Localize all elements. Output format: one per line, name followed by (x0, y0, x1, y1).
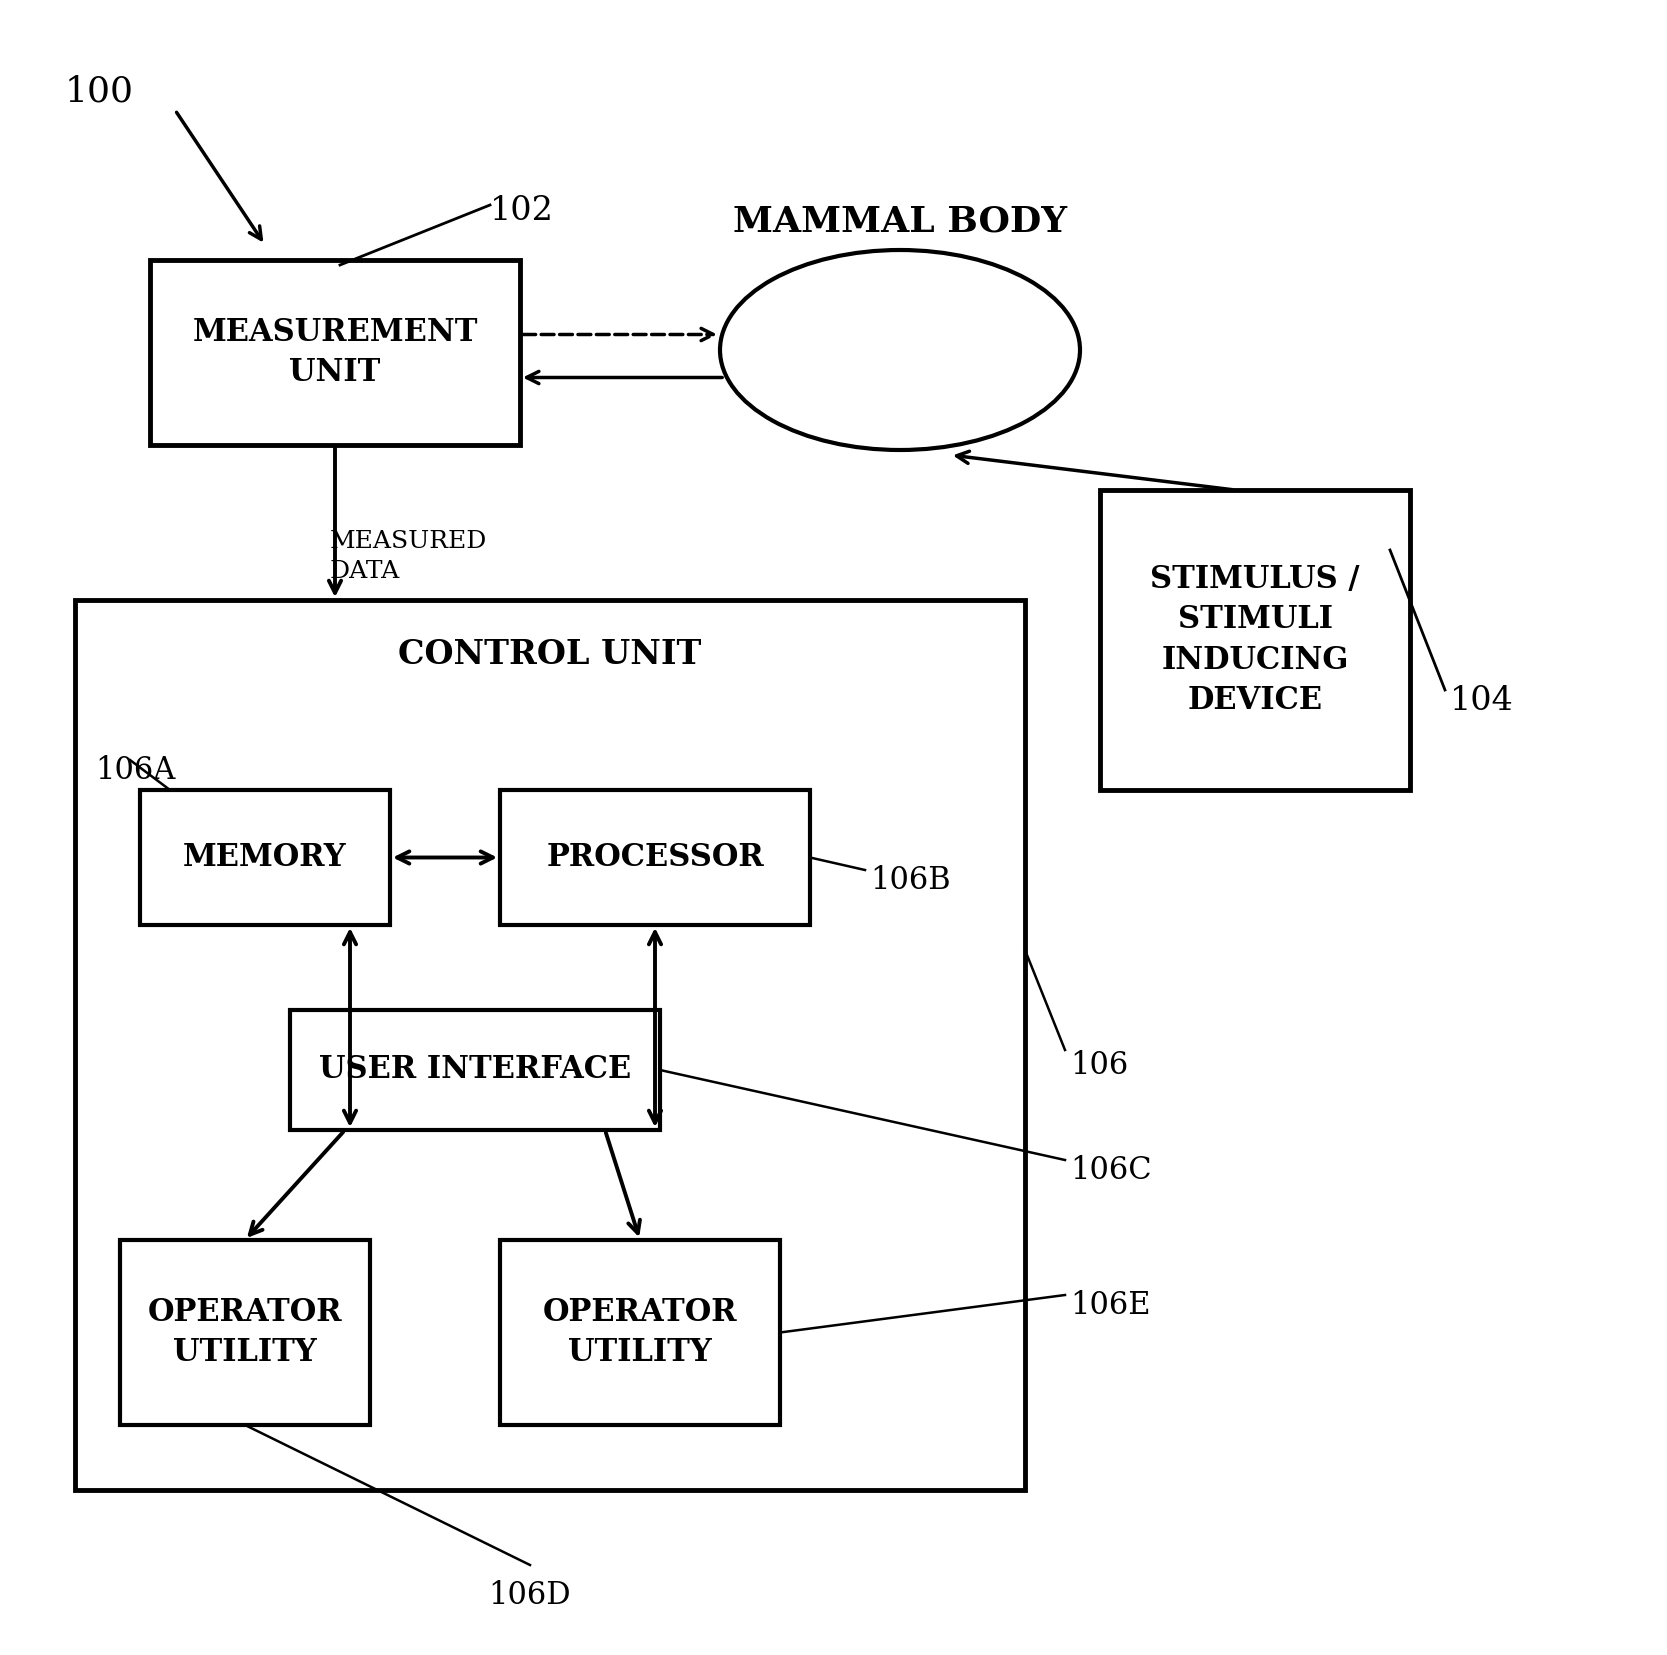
Text: 106B: 106B (870, 866, 950, 895)
Text: 106C: 106C (1070, 1155, 1152, 1187)
Text: OPERATOR
UTILITY: OPERATOR UTILITY (148, 1298, 342, 1369)
Text: MEASURED
DATA: MEASURED DATA (330, 530, 487, 583)
Text: MEMORY: MEMORY (183, 842, 347, 872)
Text: 106E: 106E (1070, 1289, 1150, 1321)
Bar (140, 789, 390, 925)
Bar (75, 601, 1025, 1490)
Text: USER INTERFACE: USER INTERFACE (318, 1054, 632, 1086)
Text: CONTROL UNIT: CONTROL UNIT (398, 639, 702, 672)
Bar (120, 1240, 370, 1425)
Text: OPERATOR
UTILITY: OPERATOR UTILITY (543, 1298, 737, 1369)
Text: 106A: 106A (95, 755, 175, 786)
Text: 102: 102 (490, 195, 553, 227)
Text: MAMMAL BODY: MAMMAL BODY (733, 205, 1067, 238)
Text: 106: 106 (1070, 1049, 1129, 1081)
Bar (1100, 490, 1410, 789)
Text: MEASUREMENT
UNIT: MEASUREMENT UNIT (192, 316, 478, 389)
Bar (500, 1240, 780, 1425)
Text: 100: 100 (65, 74, 133, 109)
Bar (500, 789, 810, 925)
Ellipse shape (720, 250, 1080, 450)
Text: 104: 104 (1450, 685, 1514, 717)
Text: 106D: 106D (488, 1581, 572, 1610)
Bar (150, 260, 520, 445)
Bar (290, 1010, 660, 1130)
Text: PROCESSOR: PROCESSOR (547, 842, 763, 872)
Text: STIMULUS /
STIMULI
INDUCING
DEVICE: STIMULUS / STIMULI INDUCING DEVICE (1150, 564, 1360, 717)
